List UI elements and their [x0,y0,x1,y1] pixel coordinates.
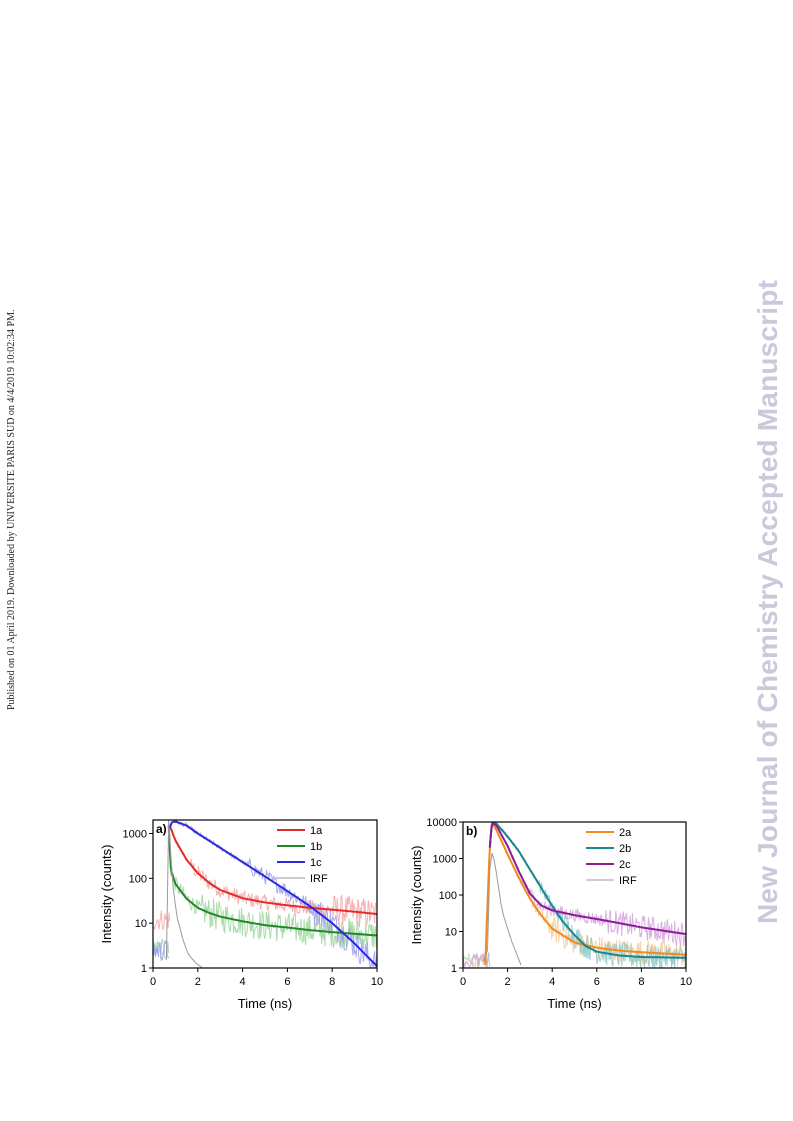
x-tick-label: 2 [505,976,511,988]
y-tick-label: 100 [129,873,147,885]
y-tick-label: 1000 [433,854,457,866]
raw-trace-1c [168,820,377,968]
x-tick-label: 4 [240,976,246,988]
y-tick-label: 1 [451,963,457,975]
x-tick-label: 0 [460,976,466,988]
x-tick-label: 10 [680,976,692,988]
legend-label-1b: 1b [310,841,322,853]
series-line-1c [167,820,377,967]
legend-label-1a: 1a [310,825,323,837]
legend-label-2b: 2b [619,843,631,855]
legend-label-2c: 2c [619,859,631,871]
y-tick-label: 1000 [123,828,147,840]
x-tick-label: 2 [195,976,201,988]
chart-panel-b: 0 2 4 6 8 10 1 10 100 1000 10000 Time (ns) Intensity… [409,817,692,1011]
plot-frame [152,819,378,969]
x-tick-label: 8 [638,976,644,988]
x-axis-label: Time (ns) [238,996,292,1011]
raw-trace-1b [168,824,377,950]
x-axis-label: Time (ns) [547,996,601,1011]
y-tick-label: 10 [445,927,457,939]
series-line-2b [488,822,686,959]
x-tick-label: 8 [329,976,335,988]
y-tick-label: 10 [135,918,147,930]
y-tick-label: 1 [141,963,147,975]
x-tick-label: 6 [594,976,600,988]
legend-label-1c: 1c [310,857,322,869]
plot-area [463,822,686,968]
y-tick-label: 10000 [426,817,457,829]
chart-panel-a: 0 2 4 6 8 10 1 10 100 1000 Time (ns) Intensity (cou… [99,819,383,1011]
panel-label: b) [466,824,477,838]
legend: 1a 1b 1c IRF [277,825,328,885]
series-line-IRF [165,820,203,968]
legend: 2a 2b 2c IRF [586,827,637,887]
raw-trace-1c-pre [153,940,170,961]
series-line-2a [484,822,686,966]
raw-trace-1a [169,824,377,928]
x-tick-label: 6 [284,976,290,988]
x-tick-label: 0 [150,976,156,988]
series-line-1a [168,825,377,915]
plot-area [153,820,377,968]
series-line-2c [488,822,686,936]
y-tick-label: 100 [439,890,457,902]
y-axis-label: Intensity (counts) [409,846,424,945]
y-axis-label: Intensity (counts) [99,845,114,944]
series-line-IRF [482,852,522,966]
legend-label-2a: 2a [619,827,632,839]
raw-trace-2c [489,822,686,947]
x-tick-label: 4 [549,976,555,988]
panel-label: a) [156,822,167,836]
x-tick-label: 10 [371,976,383,988]
legend-label-IRF: IRF [310,873,328,885]
legend-label-IRF: IRF [619,875,637,887]
